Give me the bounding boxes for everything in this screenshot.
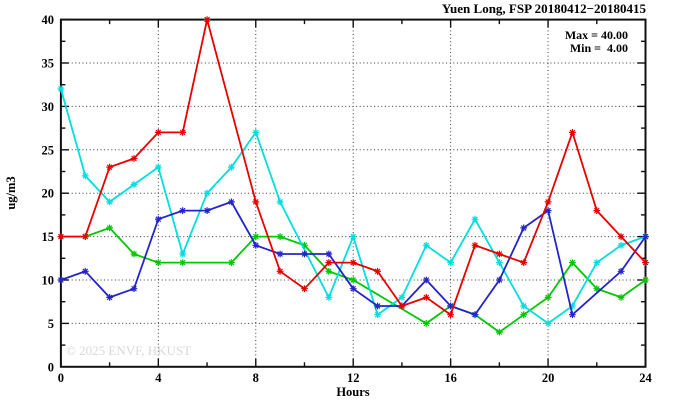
y-tick-label: 25 — [42, 143, 55, 157]
series-line-cyan — [60, 88, 646, 325]
series-line-green — [60, 226, 647, 334]
y-tick-label: 20 — [42, 187, 55, 201]
x-tick-label: 20 — [542, 371, 555, 385]
y-tick-label: 15 — [42, 230, 55, 244]
series-cyan — [57, 85, 649, 327]
series-line-blue — [60, 200, 647, 317]
y-tick-label: 5 — [48, 317, 54, 331]
series-red — [57, 16, 649, 319]
y-axis-label: ug/m3 — [4, 176, 18, 209]
tick-labels: 0 5 10 15 20 25 30 35 40 0 4 8 12 16 20 24 — [42, 13, 653, 385]
gridlines — [60, 19, 646, 367]
plot-frame — [59, 18, 647, 368]
y-tick-label: 40 — [42, 13, 55, 27]
watermark: © 2025 ENVF, HKUST — [66, 343, 191, 358]
chart-title: Yuen Long, FSP 20180412−20180415 — [442, 1, 647, 16]
x-tick-label: 12 — [347, 371, 360, 385]
y-tick-label: 35 — [42, 57, 55, 71]
series-markers-red — [57, 16, 649, 319]
series-blue — [57, 198, 649, 319]
legend-min-value: Min = 4.00 — [570, 41, 628, 55]
x-axis-label: Hours — [336, 385, 369, 399]
y-tick-label: 30 — [42, 100, 55, 114]
y-tick-label: 10 — [42, 274, 55, 288]
series-markers-cyan — [57, 85, 649, 327]
y-tick-label: 0 — [48, 360, 54, 374]
x-tick-label: 4 — [155, 371, 162, 385]
x-tick-label: 16 — [444, 371, 457, 385]
plot-layer: 0 5 10 15 20 25 30 35 40 0 4 8 12 16 20 24 — [42, 13, 653, 385]
series-markers-blue — [57, 198, 649, 319]
x-tick-label: 0 — [58, 371, 64, 385]
x-tick-label: 24 — [639, 371, 652, 385]
x-tick-label: 8 — [253, 371, 259, 385]
series-line-red — [60, 19, 647, 317]
legend-max-value: Max = 40.00 — [565, 28, 628, 42]
